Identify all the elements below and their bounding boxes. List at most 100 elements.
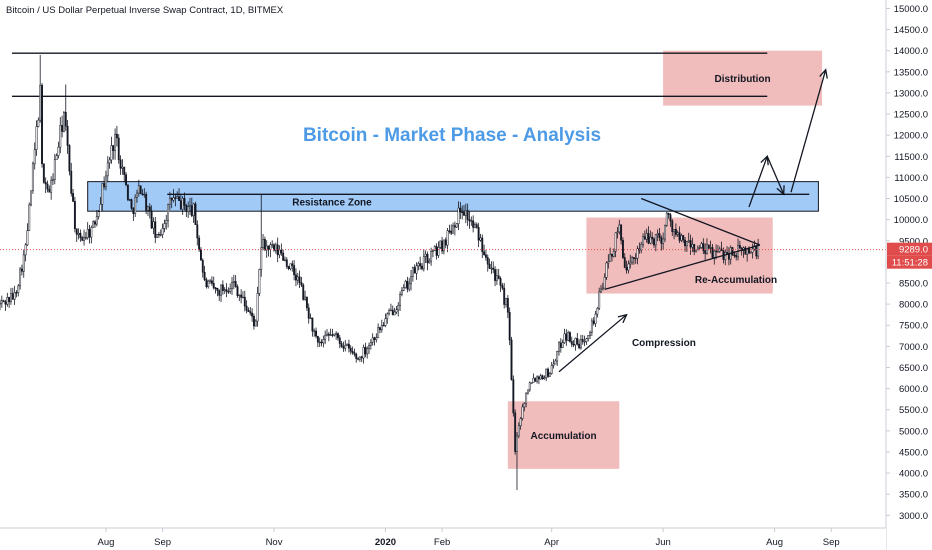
candle-down bbox=[201, 259, 204, 273]
candle-down bbox=[625, 267, 628, 271]
candle-down bbox=[658, 233, 661, 238]
x-tick-label: 2020 bbox=[375, 537, 396, 548]
candle-up bbox=[495, 275, 498, 281]
candle-down bbox=[320, 341, 323, 344]
candle-up bbox=[706, 244, 708, 254]
candle-up bbox=[380, 325, 383, 331]
candle-down bbox=[541, 375, 544, 380]
candle-up bbox=[92, 221, 95, 228]
x-tick-label: Aug bbox=[766, 537, 783, 548]
candle-up bbox=[665, 212, 668, 226]
candle-up bbox=[152, 221, 155, 229]
candle-up bbox=[649, 236, 652, 244]
candle-down bbox=[406, 280, 409, 290]
candle-up bbox=[634, 257, 637, 260]
candle-up bbox=[30, 190, 32, 206]
y-tick-label: 12500.0 bbox=[894, 110, 928, 121]
candle-up bbox=[346, 343, 349, 346]
x-tick-label: Nov bbox=[266, 537, 283, 548]
candle-up bbox=[437, 247, 440, 256]
candle-up bbox=[296, 276, 299, 281]
candle-down bbox=[298, 276, 301, 283]
distribution-label: Distribution bbox=[715, 74, 771, 85]
candle-down bbox=[157, 234, 160, 236]
candle-up bbox=[673, 228, 676, 233]
candle-up bbox=[256, 293, 259, 322]
candle-up bbox=[408, 283, 411, 290]
candle-down bbox=[671, 220, 674, 233]
candle-up bbox=[490, 267, 493, 270]
candle-down bbox=[755, 245, 758, 257]
candle-down bbox=[726, 252, 729, 254]
y-tick-label: 6500.0 bbox=[899, 363, 928, 374]
candle-up bbox=[147, 206, 149, 211]
candle-up bbox=[269, 244, 272, 250]
candle-down bbox=[212, 283, 215, 289]
candle-down bbox=[559, 342, 562, 348]
candle-down bbox=[15, 292, 18, 294]
candle-down bbox=[534, 377, 537, 382]
candle-up bbox=[284, 259, 286, 261]
candle-down bbox=[200, 249, 202, 261]
candle-down bbox=[537, 376, 540, 380]
price-axis[interactable] bbox=[886, 0, 932, 550]
candle-up bbox=[713, 250, 716, 258]
candle-down bbox=[667, 212, 670, 215]
candle-up bbox=[631, 257, 634, 263]
candle-down bbox=[125, 174, 127, 186]
compression-label: Compression bbox=[632, 338, 696, 349]
candle-down bbox=[46, 183, 49, 190]
candle-down bbox=[674, 228, 677, 235]
candle-down bbox=[273, 244, 275, 251]
arrow-4-head bbox=[819, 68, 828, 79]
candle-up bbox=[457, 207, 460, 225]
candle-down bbox=[287, 266, 290, 270]
candle-down bbox=[139, 185, 142, 195]
candle-down bbox=[64, 112, 67, 127]
candle-up bbox=[31, 163, 34, 192]
time-axis[interactable] bbox=[0, 528, 886, 550]
triangle-lower-line bbox=[604, 244, 761, 290]
candle-down bbox=[715, 250, 718, 253]
candle-up bbox=[691, 244, 694, 248]
candle-down bbox=[282, 252, 285, 261]
candle-down bbox=[468, 219, 471, 222]
candle-up bbox=[106, 162, 109, 177]
candle-down bbox=[148, 206, 151, 212]
candle-up bbox=[377, 327, 380, 338]
arrow-1-head bbox=[617, 313, 628, 324]
y-tick-label: 14500.0 bbox=[894, 25, 928, 36]
y-tick-label: 3000.0 bbox=[899, 511, 928, 522]
candle-up bbox=[521, 406, 524, 419]
candle-up bbox=[37, 119, 40, 127]
candle-up bbox=[375, 337, 378, 340]
x-tick-label: Feb bbox=[434, 537, 450, 548]
candle-up bbox=[523, 403, 526, 408]
candle-up bbox=[77, 232, 80, 235]
candle-up bbox=[324, 334, 327, 340]
candle-up bbox=[33, 149, 36, 165]
candle-down bbox=[20, 268, 23, 272]
candle-up bbox=[362, 347, 365, 359]
candle-down bbox=[331, 334, 334, 336]
candle-down bbox=[42, 163, 45, 183]
candle-down bbox=[711, 247, 714, 258]
candle-up bbox=[543, 377, 546, 380]
candle-down bbox=[512, 379, 515, 414]
candle-down bbox=[391, 309, 394, 316]
candle-down bbox=[88, 229, 91, 238]
candle-down bbox=[748, 247, 750, 254]
candle-up bbox=[189, 205, 191, 207]
candle-down bbox=[72, 193, 75, 202]
candle-down bbox=[218, 290, 221, 296]
candle-down bbox=[73, 201, 76, 229]
candle-up bbox=[404, 280, 407, 288]
candle-down bbox=[592, 320, 595, 324]
candle-down bbox=[126, 184, 129, 200]
candle-down bbox=[293, 265, 296, 276]
candle-down bbox=[291, 263, 294, 266]
candle-up bbox=[231, 282, 233, 289]
candle-down bbox=[421, 265, 423, 270]
candle-down bbox=[66, 125, 69, 146]
candle-down bbox=[357, 358, 359, 360]
